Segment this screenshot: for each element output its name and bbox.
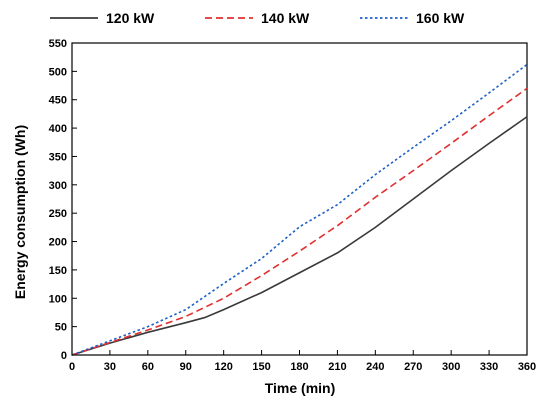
y-tick-label: 400: [49, 123, 67, 135]
y-tick-label: 550: [49, 38, 67, 50]
y-axis-ticks: 0 50 100 150 200 250 300 350 400 450 500 550: [49, 38, 77, 362]
legend-label-1: 120 kW: [106, 10, 155, 26]
y-tick-label: 450: [49, 95, 67, 107]
x-tick-label: 300: [442, 361, 460, 373]
plot-frame: [71, 42, 528, 356]
y-tick-label: 500: [49, 66, 67, 78]
y-tick-label: 300: [49, 180, 67, 192]
legend-label-3: 160 kW: [416, 10, 465, 26]
y-tick-label: 200: [49, 237, 67, 249]
y-tick-label: 250: [49, 208, 67, 220]
series-line-1: [71, 116, 528, 356]
x-axis-title: Time (min): [265, 380, 336, 396]
x-tick-label: 270: [404, 361, 422, 373]
x-tick-label: 150: [252, 361, 270, 373]
legend-label-2: 140 kW: [261, 10, 310, 26]
y-tick-label: 100: [49, 293, 67, 305]
x-tick-label: 360: [518, 361, 536, 373]
chart-legend: 120 kW 140 kW 160 kW: [50, 10, 465, 26]
x-tick-label: 30: [104, 361, 116, 373]
x-tick-label: 90: [180, 361, 192, 373]
plot-area: [71, 42, 528, 356]
y-tick-label: 150: [49, 265, 67, 277]
series-line-3: [71, 63, 528, 356]
x-tick-label: 120: [214, 361, 232, 373]
x-tick-label: 330: [480, 361, 498, 373]
x-tick-label: 0: [69, 361, 75, 373]
x-axis-ticks: 0 30 60 90 120 150 180 210 240 270 300 330 360: [69, 350, 536, 373]
y-axis-title: Energy consumption (Wh): [12, 125, 28, 299]
x-tick-label: 240: [366, 361, 384, 373]
x-tick-label: 60: [142, 361, 154, 373]
y-tick-label: 350: [49, 151, 67, 163]
x-tick-label: 210: [328, 361, 346, 373]
series-line-2: [71, 87, 528, 356]
y-tick-label: 0: [61, 350, 67, 362]
x-tick-label: 180: [290, 361, 308, 373]
y-tick-label: 50: [55, 322, 67, 334]
